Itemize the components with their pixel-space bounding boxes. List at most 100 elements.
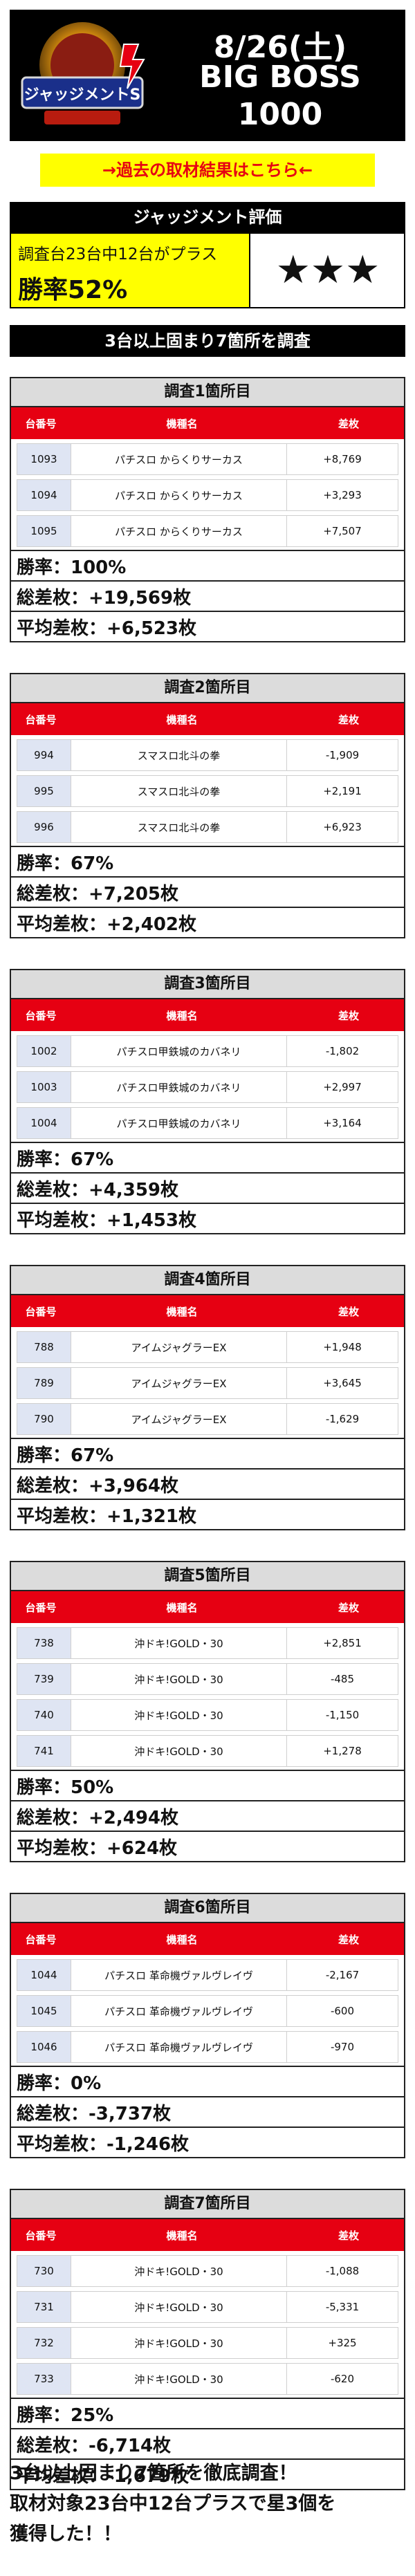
header-number: 台番号 bbox=[25, 1009, 57, 1022]
machine-model: パチスロ甲鉄城のカバネリ bbox=[71, 1036, 287, 1066]
section-average-diff: 平均差枚：+624枚 bbox=[11, 1831, 404, 1861]
machine-number: 1094 bbox=[17, 480, 71, 510]
machine-model: パチスロ 革命機ヴァルヴレイヴ bbox=[71, 1996, 287, 2026]
footer-line-3: 獲得した！！ bbox=[10, 2523, 122, 2545]
section-average-diff: 平均差枚：+1,453枚 bbox=[11, 1203, 404, 1233]
machine-model: パチスロ 革命機ヴァルヴレイヴ bbox=[71, 2032, 287, 2062]
machine-model: パチスロ 革命機ヴァルヴレイヴ bbox=[71, 1960, 287, 1990]
section-win-rate: 勝率：50% bbox=[11, 1770, 404, 1800]
section-title: 調査5箇所目 bbox=[11, 1562, 404, 1591]
table-row: 741 沖ドキ!GOLD・30 +1,278 bbox=[17, 1735, 398, 1767]
coin-diff: -620 bbox=[287, 2364, 398, 2394]
section-total-diff: 総差枚：-6,714枚 bbox=[11, 2428, 404, 2458]
coin-diff: +6,923 bbox=[287, 812, 398, 842]
judgment-summary: 調査台23台中12台がプラス 勝率52% bbox=[11, 234, 250, 307]
judgment-win-rate: 勝率52% bbox=[18, 276, 128, 304]
section-total-diff: 総差枚：+7,205枚 bbox=[11, 876, 404, 907]
header-model: 機種名 bbox=[166, 1305, 198, 1318]
machine-number: 1044 bbox=[17, 1960, 71, 1990]
machine-model: パチスロ甲鉄城のカバネリ bbox=[71, 1072, 287, 1102]
coin-diff: -1,150 bbox=[287, 1700, 398, 1730]
survey-section-1: 調査1箇所目 台番号 機種名 差枚 1093 パチスロ からくりサーカス +8,769 109… bbox=[10, 377, 405, 642]
header-model: 機種名 bbox=[166, 713, 198, 726]
table-body: 738 沖ドキ!GOLD・30 +2,851 739 沖ドキ!GOLD・30 -485 74… bbox=[11, 1627, 404, 1770]
past-results-link[interactable]: →過去の取材結果はこちら← bbox=[40, 154, 375, 187]
table-body: 1002 パチスロ甲鉄城のカバネリ -1,802 1003 パチスロ甲鉄城のカバネリ +2… bbox=[11, 1035, 404, 1142]
table-row: 731 沖ドキ!GOLD・30 -5,331 bbox=[17, 2291, 398, 2323]
section-title: 調査1箇所目 bbox=[11, 378, 404, 407]
machine-model: パチスロ からくりサーカス bbox=[71, 480, 287, 510]
coin-diff: +8,769 bbox=[287, 444, 398, 474]
coin-diff: -5,331 bbox=[287, 2292, 398, 2322]
machine-number: 1046 bbox=[17, 2032, 71, 2062]
header-number: 台番号 bbox=[25, 713, 57, 726]
coin-diff: -1,629 bbox=[287, 1404, 398, 1434]
date-heading: 8/26(土) bbox=[213, 30, 347, 65]
machine-model: パチスロ甲鉄城のカバネリ bbox=[71, 1108, 287, 1138]
header-diff: 差枚 bbox=[338, 417, 359, 430]
coin-diff: -1,088 bbox=[287, 2256, 398, 2286]
table-row: 1044 パチスロ 革命機ヴァルヴレイヴ -2,167 bbox=[17, 1959, 398, 1991]
table-body: 994 スマスロ北斗の拳 -1,909 995 スマスロ北斗の拳 +2,191 996 スマス… bbox=[11, 739, 404, 846]
coin-diff: +1,948 bbox=[287, 1332, 398, 1362]
coin-diff: +3,645 bbox=[287, 1368, 398, 1398]
header-model: 機種名 bbox=[166, 2229, 198, 2242]
judgment-title: ジャッジメント評価 bbox=[10, 202, 405, 232]
table-header: 台番号 機種名 差枚 bbox=[11, 1295, 404, 1327]
store-number: 1000 bbox=[237, 97, 323, 132]
section-win-rate: 勝率：25% bbox=[11, 2398, 404, 2428]
coin-diff: +325 bbox=[287, 2328, 398, 2358]
machine-model: 沖ドキ!GOLD・30 bbox=[71, 2328, 287, 2358]
section-win-rate: 勝率：67% bbox=[11, 1142, 404, 1172]
table-row: 994 スマスロ北斗の拳 -1,909 bbox=[17, 739, 398, 771]
section-average-diff: 平均差枚：+2,402枚 bbox=[11, 907, 404, 937]
header-diff: 差枚 bbox=[338, 1933, 359, 1946]
table-row: 1004 パチスロ甲鉄城のカバネリ +3,164 bbox=[17, 1107, 398, 1139]
table-row: 790 アイムジャグラーEX -1,629 bbox=[17, 1403, 398, 1435]
table-row: 738 沖ドキ!GOLD・30 +2,851 bbox=[17, 1627, 398, 1659]
coin-diff: -1,802 bbox=[287, 1036, 398, 1066]
machine-number: 1093 bbox=[17, 444, 71, 474]
table-row: 733 沖ドキ!GOLD・30 -620 bbox=[17, 2363, 398, 2395]
coin-diff: -1,909 bbox=[287, 740, 398, 770]
machine-number: 730 bbox=[17, 2256, 71, 2286]
header-diff: 差枚 bbox=[338, 1009, 359, 1022]
section-win-rate: 勝率：67% bbox=[11, 846, 404, 876]
section-average-diff: 平均差枚：-1,246枚 bbox=[11, 2126, 404, 2157]
footer-line-2: 取材対象23台中12台プラスで星3個を bbox=[10, 2493, 336, 2514]
coin-diff: -600 bbox=[287, 1996, 398, 2026]
table-row: 730 沖ドキ!GOLD・30 -1,088 bbox=[17, 2255, 398, 2287]
section-total-diff: 総差枚：+3,964枚 bbox=[11, 1468, 404, 1499]
survey-section-5: 調査5箇所目 台番号 機種名 差枚 738 沖ドキ!GOLD・30 +2,851 739 沖ドキ… bbox=[10, 1561, 405, 1862]
section-title: 調査6箇所目 bbox=[11, 1894, 404, 1923]
machine-number: 732 bbox=[17, 2328, 71, 2358]
header-diff: 差枚 bbox=[338, 1305, 359, 1318]
header-model: 機種名 bbox=[166, 1933, 198, 1946]
coin-diff: +2,851 bbox=[287, 1628, 398, 1658]
machine-model: アイムジャグラーEX bbox=[71, 1368, 287, 1398]
table-row: 996 スマスロ北斗の拳 +6,923 bbox=[17, 811, 398, 843]
header-diff: 差枚 bbox=[338, 2229, 359, 2242]
machine-number: 790 bbox=[17, 1404, 71, 1434]
store-name: BIG BOSS bbox=[199, 59, 361, 95]
header-model: 機種名 bbox=[166, 1009, 198, 1022]
machine-model: 沖ドキ!GOLD・30 bbox=[71, 1736, 287, 1766]
survey-title: 3台以上固まり7箇所を調査 bbox=[10, 325, 405, 357]
table-row: 1095 パチスロ からくりサーカス +7,507 bbox=[17, 515, 398, 547]
machine-number: 738 bbox=[17, 1628, 71, 1658]
footer-summary: 3台以上固まり7箇所を徹底調査！ 取材対象23台中12台プラスで星3個を 獲得し… bbox=[10, 2458, 405, 2550]
machine-model: 沖ドキ!GOLD・30 bbox=[71, 1628, 287, 1658]
coin-diff: +1,278 bbox=[287, 1736, 398, 1766]
machine-number: 789 bbox=[17, 1368, 71, 1398]
machine-number: 994 bbox=[17, 740, 71, 770]
table-header: 台番号 機種名 差枚 bbox=[11, 407, 404, 439]
table-header: 台番号 機種名 差枚 bbox=[11, 999, 404, 1031]
footer-line-1: 3台以上固まり7箇所を徹底調査！ bbox=[10, 2463, 297, 2484]
coin-diff: +3,164 bbox=[287, 1108, 398, 1138]
section-title: 調査4箇所目 bbox=[11, 1266, 404, 1295]
survey-section-3: 調査3箇所目 台番号 機種名 差枚 1002 パチスロ甲鉄城のカバネリ -1,802 1003… bbox=[10, 969, 405, 1234]
table-row: 1003 パチスロ甲鉄城のカバネリ +2,997 bbox=[17, 1071, 398, 1103]
table-row: 788 アイムジャグラーEX +1,948 bbox=[17, 1331, 398, 1363]
section-win-rate: 勝率：67% bbox=[11, 1438, 404, 1468]
